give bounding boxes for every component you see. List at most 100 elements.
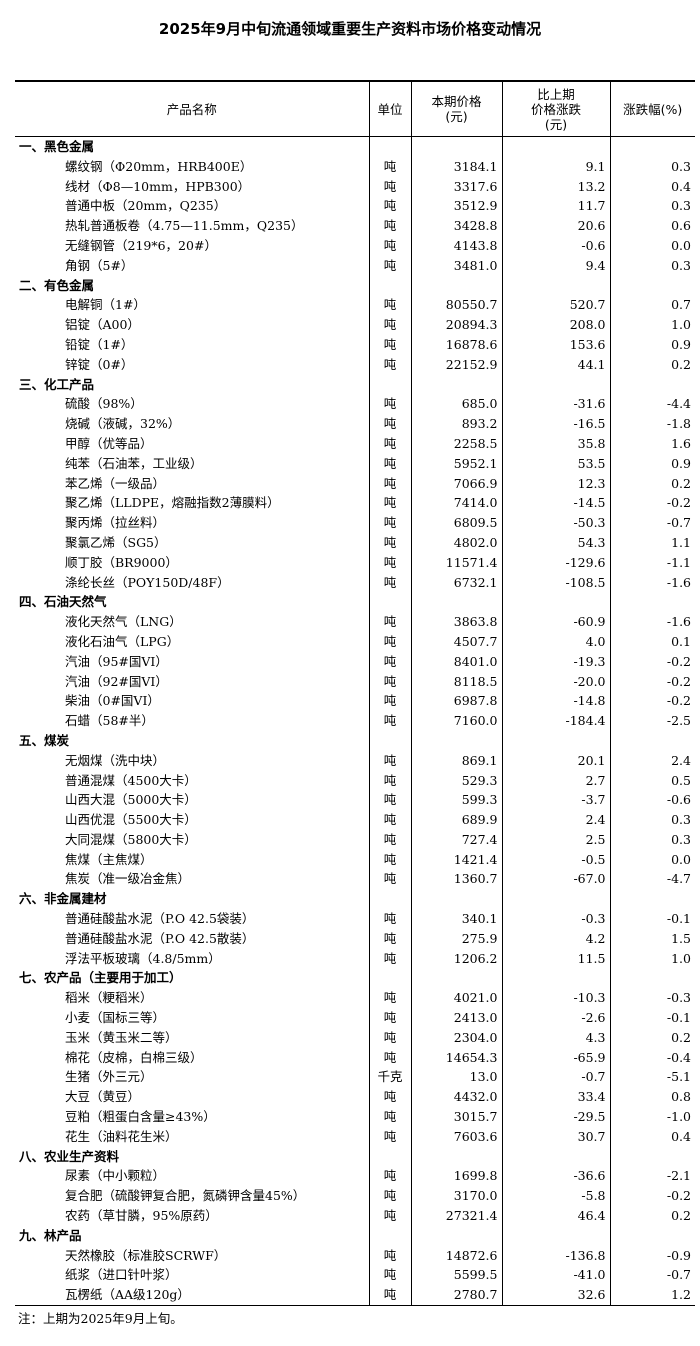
product-name: 铝锭（A00） [65,317,140,333]
table-row: 农药（草甘膦，95%原药） 吨 27321.4 46.4 0.2 [15,1206,695,1226]
unit: 吨 [368,196,411,217]
table-row: 聚氯乙烯（SG5） 吨 4802.0 54.3 1.1 [15,532,695,553]
empty-cell [410,730,502,751]
unit: 吨 [368,948,411,969]
table-row: 浮法平板玻璃（4.8/5mm） 吨 1206.2 11.5 1.0 [15,948,695,969]
unit: 吨 [368,711,411,731]
product-name: 生猪（外三元） [65,1069,153,1085]
unit: 吨 [368,414,411,434]
change-percent: 0.9 [609,453,695,474]
product-name: 瓦楞纸（AA级120g） [15,1285,369,1307]
product-name: 纯苯（石油苯，工业级） [65,455,203,471]
current-price: 13.0 [410,1067,502,1088]
unit: 吨 [368,691,411,712]
table-row: 柴油（0#国VI） 吨 6987.8 -14.8 -0.2 [15,691,695,712]
change-percent: -0.6 [609,790,695,811]
unit: 吨 [368,1265,411,1286]
change-percent: -0.2 [609,651,695,672]
table-row: 苯乙烯（一级品） 吨 7066.9 12.3 0.2 [15,473,695,494]
category-name: 九、林产品 [19,1227,82,1243]
table-row: 纯苯（石油苯，工业级） 吨 5952.1 53.5 0.9 [15,453,695,474]
product-name: 热轧普通板卷（4.75—11.5mm，Q235） [65,218,304,234]
product-name: 电解铜（1#） [65,297,146,313]
price-change: 54.3 [501,532,610,553]
price-change: 2.7 [501,770,610,791]
table-row: 普通混煤（4500大卡） 吨 529.3 2.7 0.5 [15,770,695,791]
product-name: 小麦（国标三等） [65,1010,166,1026]
table-row: 山西优混（5500大卡） 吨 689.9 2.4 0.3 [15,810,695,830]
table-row: 山西大混（5000大卡） 吨 599.3 -3.7 -0.6 [15,790,695,811]
product-name: 液化石油气（LPG） [65,633,180,649]
unit: 千克 [368,1067,411,1088]
product-name: 山西优混（5500大卡） [65,812,197,828]
empty-cell [609,592,695,613]
price-change: -14.8 [501,691,610,712]
category-row: 五、煤炭 [15,730,695,751]
unit: 吨 [368,1047,411,1068]
table-row: 大豆（黄豆） 吨 4432.0 33.4 0.8 [15,1087,695,1108]
unit: 吨 [368,453,411,474]
product-name: 无烟煤（洗中块） [65,752,166,768]
category-name: 六、非金属建材 [19,891,107,907]
price-change: -3.7 [501,790,610,811]
header-price: 本期价格 (元) [410,81,502,137]
change-percent: 0.8 [609,1087,695,1108]
product-name: 聚乙烯（LLDPE，熔融指数2薄膜料） [65,495,280,511]
product-name: 焦炭（准一级冶金焦） [65,871,191,887]
product-name: 顺丁胶（BR9000） [65,554,178,570]
empty-cell [609,730,695,751]
empty-cell [609,1146,695,1167]
empty-cell [368,275,411,296]
product-name: 柴油（0#国VI） [65,693,160,709]
product-name: 无缝钢管（219*6，20#） [65,237,217,253]
current-price: 4143.8 [410,235,502,256]
price-change: 11.7 [501,196,610,217]
table-row: 普通硅酸盐水泥（P.O 42.5袋装） 吨 340.1 -0.3 -0.1 [15,909,695,929]
empty-cell [609,889,695,910]
unit: 吨 [368,433,411,454]
price-change: -16.5 [501,414,610,434]
current-price: 893.2 [410,414,502,434]
current-price: 689.9 [410,810,502,830]
change-percent: -0.9 [609,1245,695,1266]
table-row: 汽油（92#国VI） 吨 8118.5 -20.0 -0.2 [15,671,695,692]
product-name: 线材（Φ8—10mm，HPB300） [65,178,251,194]
change-percent: -2.5 [609,711,695,731]
price-change: 208.0 [501,315,610,335]
price-change: 53.5 [501,453,610,474]
table-row: 无烟煤（洗中块） 吨 869.1 20.1 2.4 [15,750,695,771]
price-change: 9.4 [501,255,610,276]
current-price: 5952.1 [410,453,502,474]
current-price: 7603.6 [410,1126,502,1147]
product-name: 烧碱（液碱，32%） [65,416,181,432]
unit: 吨 [368,572,411,593]
table-row: 线材（Φ8—10mm，HPB300） 吨 3317.6 13.2 0.4 [15,176,695,197]
unit: 吨 [368,473,411,494]
unit: 吨 [368,255,411,276]
current-price: 14654.3 [410,1047,502,1068]
empty-cell [609,136,695,157]
price-change: -108.5 [501,572,610,593]
current-price: 8401.0 [410,651,502,672]
current-price: 6987.8 [410,691,502,712]
current-price: 4432.0 [410,1087,502,1108]
unit: 吨 [368,1087,411,1108]
change-percent: -1.0 [609,1107,695,1127]
price-change: 2.4 [501,810,610,830]
table-row: 花生（油料花生米） 吨 7603.6 30.7 0.4 [15,1126,695,1147]
change-percent: 0.2 [609,473,695,494]
header-product-name: 产品名称 [15,81,369,137]
change-percent: -0.2 [609,671,695,692]
current-price: 6809.5 [410,513,502,533]
product-name: 聚氯乙烯（SG5） [65,534,167,550]
category-name: 二、有色金属 [19,277,95,293]
change-percent: 0.3 [609,810,695,830]
table-row: 液化石油气（LPG） 吨 4507.7 4.0 0.1 [15,631,695,652]
current-price: 340.1 [410,909,502,929]
table-row: 天然橡胶（标准胶SCRWF） 吨 14872.6 -136.8 -0.9 [15,1245,695,1266]
product-name: 汽油（95#国VI） [65,653,168,669]
price-change: 33.4 [501,1087,610,1108]
product-name: 铅锭（1#） [65,336,134,352]
current-price: 3512.9 [410,196,502,217]
current-price: 3481.0 [410,255,502,276]
